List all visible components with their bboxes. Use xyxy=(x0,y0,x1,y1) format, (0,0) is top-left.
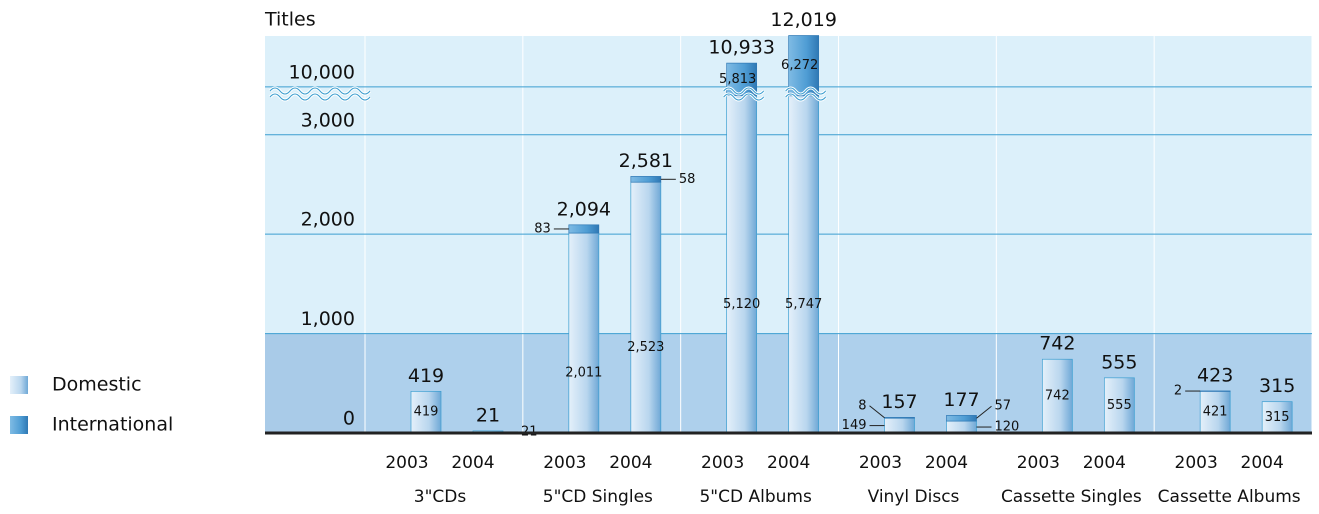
total-label: 315 xyxy=(1259,375,1295,397)
x-tick-label: 2004 xyxy=(1241,453,1284,473)
total-label: 419 xyxy=(408,365,444,387)
x-tick-label: 2004 xyxy=(451,453,494,473)
total-label: 10,933 xyxy=(708,37,774,59)
total-label: 12,019 xyxy=(770,9,836,31)
y-tick-label: 10,000 xyxy=(289,61,355,83)
x-tick-label: 2003 xyxy=(859,453,902,473)
category-label: Cassette Albums xyxy=(1158,487,1301,507)
legend-label: Domestic xyxy=(52,374,142,396)
x-tick-label: 2003 xyxy=(1175,453,1218,473)
axis-break xyxy=(269,87,371,101)
bar-segment xyxy=(1199,390,1231,434)
data-label: 421 xyxy=(1203,405,1228,420)
leader-line xyxy=(976,405,992,419)
axis-break xyxy=(785,87,827,101)
legend-swatch xyxy=(10,376,28,394)
bar-segment xyxy=(1199,390,1231,392)
bar-segment xyxy=(1041,358,1073,434)
data-label: 6,272 xyxy=(781,58,818,73)
bar-segment xyxy=(410,390,442,434)
x-tick-label: 2004 xyxy=(609,453,652,473)
data-label: 5,813 xyxy=(719,72,756,87)
total-label: 2,581 xyxy=(619,150,673,172)
leader-line xyxy=(869,405,885,419)
data-label: 57 xyxy=(995,399,1012,414)
legend-swatch xyxy=(10,416,28,434)
bar-segment xyxy=(568,232,600,434)
bar-segment xyxy=(946,415,977,422)
bar-segment xyxy=(788,35,820,97)
bar-segment xyxy=(568,224,600,234)
bar-segment xyxy=(1261,401,1293,434)
category-label: 5"CD Singles xyxy=(543,487,653,507)
total-label: 21 xyxy=(476,404,500,426)
data-label: 120 xyxy=(995,420,1020,435)
total-label: 177 xyxy=(943,389,979,411)
y-tick-label: 1,000 xyxy=(301,308,355,330)
bar-segment xyxy=(1103,377,1135,434)
category-label: 3"CDs xyxy=(414,487,467,507)
y-axis-title: Titles xyxy=(264,9,316,31)
data-label: 419 xyxy=(414,405,439,420)
x-tick-label: 2003 xyxy=(543,453,586,473)
data-label: 2,011 xyxy=(565,366,602,381)
legend-label: International xyxy=(52,414,173,436)
x-tick-label: 2004 xyxy=(767,453,810,473)
data-label: 58 xyxy=(679,172,696,187)
x-tick-label: 2003 xyxy=(385,453,428,473)
data-label: 315 xyxy=(1265,410,1290,425)
total-label: 157 xyxy=(881,391,917,413)
data-label: 2,523 xyxy=(627,340,664,355)
bar-segment xyxy=(946,420,977,434)
data-label: 83 xyxy=(534,221,551,236)
total-label: 742 xyxy=(1039,333,1075,355)
data-label: 742 xyxy=(1045,389,1070,404)
data-label: 2 xyxy=(1174,384,1182,399)
total-label: 555 xyxy=(1101,351,1137,373)
data-label: 5,747 xyxy=(785,297,822,312)
bar-segment xyxy=(884,417,915,419)
data-label: 149 xyxy=(842,418,867,433)
data-label: 8 xyxy=(858,398,866,413)
y-tick-label: 0 xyxy=(343,408,355,430)
bar-segment xyxy=(788,95,820,434)
bar-segment xyxy=(726,95,758,434)
bar-segment xyxy=(884,417,915,434)
category-label: Vinyl Discs xyxy=(868,487,960,507)
total-label: 2,094 xyxy=(557,198,611,220)
total-label: 423 xyxy=(1197,364,1233,386)
axis-break xyxy=(723,87,765,101)
data-label: 555 xyxy=(1107,398,1132,413)
x-tick-label: 2004 xyxy=(925,453,968,473)
x-tick-label: 2003 xyxy=(701,453,744,473)
x-tick-label: 2003 xyxy=(1017,453,1060,473)
bar-segment xyxy=(630,176,662,183)
y-tick-label: 2,000 xyxy=(301,209,355,231)
category-label: 5"CD Albums xyxy=(699,487,811,507)
category-label: Cassette Singles xyxy=(1001,487,1142,507)
y-tick-label: 3,000 xyxy=(301,109,355,131)
x-tick-label: 2004 xyxy=(1083,453,1126,473)
bar-segment xyxy=(630,181,662,434)
data-label: 5,120 xyxy=(723,297,760,312)
